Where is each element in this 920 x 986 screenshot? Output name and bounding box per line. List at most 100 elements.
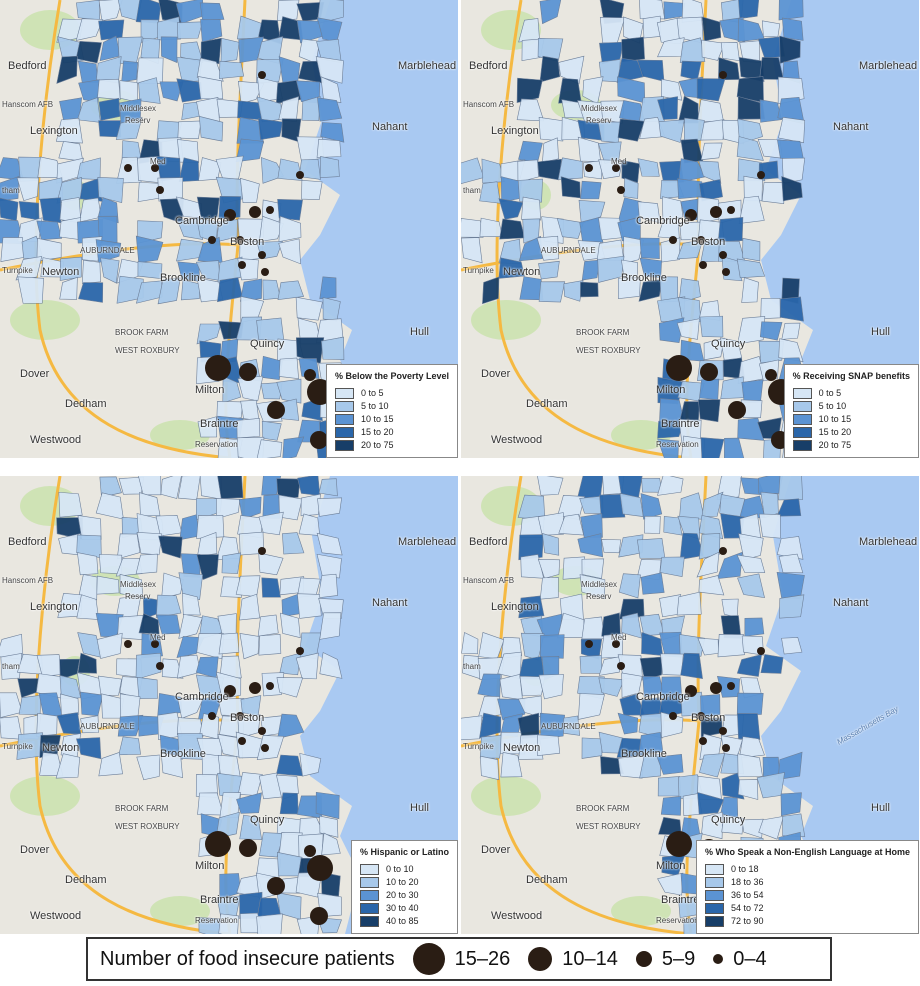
census-tract[interactable]	[176, 636, 205, 659]
census-tract[interactable]	[315, 791, 340, 820]
census-tract[interactable]	[181, 101, 200, 120]
census-tract[interactable]	[742, 237, 761, 262]
census-tract[interactable]	[716, 551, 743, 580]
census-tract[interactable]	[0, 237, 25, 262]
census-tract[interactable]	[217, 476, 244, 499]
census-tract[interactable]	[676, 239, 704, 260]
census-tract[interactable]	[76, 737, 102, 760]
census-tract[interactable]	[521, 196, 542, 221]
census-tract[interactable]	[516, 77, 543, 104]
census-tract[interactable]	[579, 216, 604, 245]
census-tract[interactable]	[680, 138, 704, 164]
patient-count-marker[interactable]	[585, 164, 593, 172]
census-tract[interactable]	[518, 140, 543, 163]
patient-count-marker[interactable]	[669, 712, 677, 720]
census-tract[interactable]	[518, 534, 544, 561]
census-tract[interactable]	[197, 416, 218, 438]
census-tract[interactable]	[538, 281, 566, 303]
census-tract[interactable]	[621, 36, 645, 63]
census-tract[interactable]	[701, 811, 723, 840]
census-tract[interactable]	[119, 573, 144, 599]
census-tract[interactable]	[78, 574, 98, 601]
census-tract[interactable]	[321, 832, 341, 856]
census-tract[interactable]	[278, 357, 299, 380]
patient-count-marker[interactable]	[699, 737, 707, 745]
census-tract[interactable]	[581, 737, 603, 759]
census-tract[interactable]	[98, 97, 121, 121]
census-tract[interactable]	[778, 0, 804, 21]
census-tract[interactable]	[537, 734, 561, 756]
census-tract[interactable]	[156, 614, 181, 635]
census-tract[interactable]	[597, 121, 621, 143]
census-tract[interactable]	[319, 156, 340, 179]
census-tract[interactable]	[703, 337, 725, 361]
census-tract[interactable]	[461, 715, 483, 741]
census-tract[interactable]	[80, 691, 104, 717]
census-tract[interactable]	[738, 195, 765, 224]
census-tract[interactable]	[699, 753, 726, 778]
census-tract[interactable]	[539, 577, 559, 600]
census-tract[interactable]	[698, 160, 722, 184]
census-tract[interactable]	[39, 197, 62, 224]
census-tract[interactable]	[215, 155, 244, 180]
census-tract[interactable]	[236, 418, 261, 439]
census-tract[interactable]	[198, 917, 222, 934]
census-tract[interactable]	[320, 76, 342, 103]
census-tract[interactable]	[780, 792, 802, 817]
census-tract[interactable]	[619, 492, 644, 517]
census-tract[interactable]	[97, 177, 124, 204]
patient-count-marker[interactable]	[124, 640, 132, 648]
patient-count-marker[interactable]	[296, 171, 304, 179]
census-tract[interactable]	[518, 734, 544, 760]
census-tract[interactable]	[257, 614, 279, 637]
map-canvas[interactable]	[0, 0, 458, 458]
census-tract[interactable]	[701, 491, 724, 518]
census-tract[interactable]	[657, 420, 685, 439]
census-tract[interactable]	[758, 816, 784, 840]
census-tract[interactable]	[297, 476, 321, 496]
census-tract[interactable]	[220, 37, 240, 63]
census-tract[interactable]	[539, 712, 565, 740]
patient-count-marker[interactable]	[208, 236, 216, 244]
census-tract[interactable]	[640, 493, 663, 520]
census-tract[interactable]	[118, 736, 141, 756]
census-tract[interactable]	[579, 495, 604, 514]
census-tract[interactable]	[259, 832, 285, 858]
census-tract[interactable]	[539, 55, 561, 83]
census-tract[interactable]	[781, 637, 803, 655]
patient-count-marker[interactable]	[258, 727, 266, 735]
census-tract[interactable]	[77, 552, 99, 576]
census-tract[interactable]	[776, 536, 804, 560]
census-tract[interactable]	[176, 717, 204, 737]
census-tract[interactable]	[116, 533, 141, 560]
census-tract[interactable]	[95, 239, 122, 264]
census-tract[interactable]	[258, 118, 284, 140]
census-tract[interactable]	[98, 752, 123, 777]
patient-count-marker[interactable]	[757, 171, 765, 179]
census-tract[interactable]	[217, 437, 243, 458]
census-tract[interactable]	[55, 117, 83, 144]
census-tract[interactable]	[98, 675, 123, 696]
patient-count-marker[interactable]	[236, 236, 244, 244]
census-tract[interactable]	[537, 559, 560, 579]
patient-count-marker[interactable]	[249, 682, 261, 694]
census-tract[interactable]	[199, 2, 225, 21]
census-tract[interactable]	[644, 515, 661, 534]
census-tract[interactable]	[498, 257, 525, 279]
census-tract[interactable]	[138, 476, 162, 496]
census-tract[interactable]	[177, 120, 202, 140]
census-tract[interactable]	[238, 496, 262, 520]
census-tract[interactable]	[599, 41, 624, 65]
census-tract[interactable]	[258, 511, 284, 536]
census-tract[interactable]	[738, 57, 765, 83]
patient-count-marker[interactable]	[710, 682, 722, 694]
census-tract[interactable]	[659, 556, 685, 578]
patient-count-marker[interactable]	[266, 206, 274, 214]
census-tract[interactable]	[260, 382, 283, 400]
census-tract[interactable]	[563, 280, 584, 302]
map-canvas[interactable]	[0, 476, 458, 934]
census-tract[interactable]	[721, 814, 744, 835]
census-tract[interactable]	[236, 792, 262, 814]
census-tract[interactable]	[538, 260, 560, 280]
patient-count-marker[interactable]	[722, 744, 730, 752]
